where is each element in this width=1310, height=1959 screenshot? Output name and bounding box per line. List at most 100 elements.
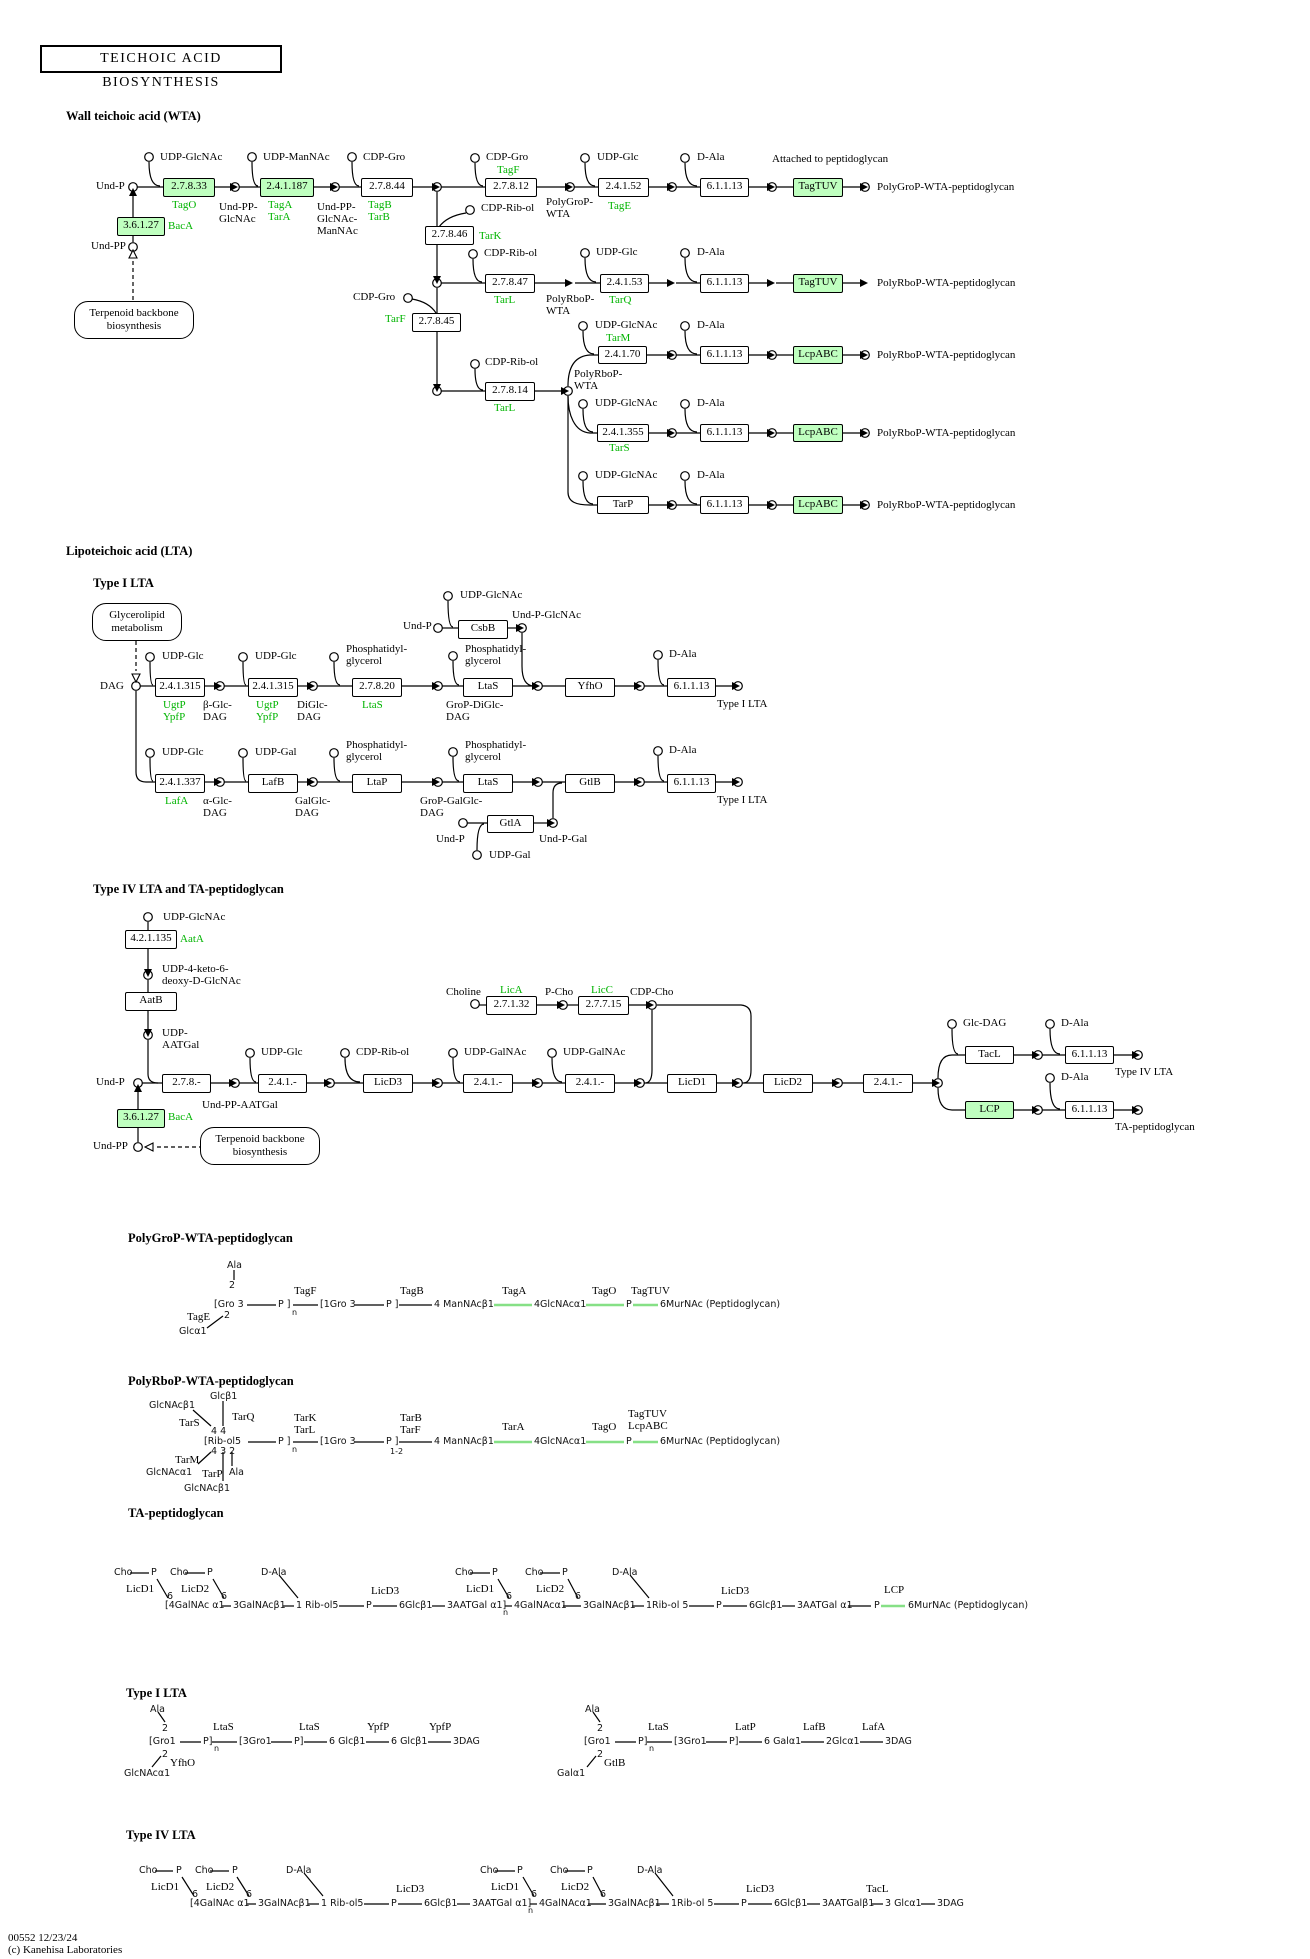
enzyme-box-lcpabc[interactable]: LcpABC bbox=[793, 346, 843, 364]
enzyme-box-2.7.8.[interactable]: 2.7.8.- bbox=[162, 1074, 211, 1093]
enzyme-box-ltap[interactable]: LtaP bbox=[352, 774, 402, 793]
enzyme-box-tacl[interactable]: TacL bbox=[965, 1046, 1014, 1064]
enzyme-box-yfho[interactable]: YfhO bbox=[565, 678, 615, 697]
enzyme-box-2.7.8.20[interactable]: 2.7.8.20 bbox=[352, 678, 402, 697]
compound-node[interactable] bbox=[653, 650, 663, 660]
compound-node[interactable] bbox=[470, 153, 480, 163]
enzyme-box-licd2[interactable]: LicD2 bbox=[763, 1074, 813, 1093]
compound-node[interactable] bbox=[340, 1048, 350, 1058]
enzyme-box-ltas[interactable]: LtaS bbox=[463, 678, 513, 697]
compound-node[interactable] bbox=[680, 399, 690, 409]
enzyme-box-2.7.8.33[interactable]: 2.7.8.33 bbox=[163, 178, 215, 197]
compound-node[interactable] bbox=[547, 1048, 557, 1058]
enzyme-box-2.7.8.14[interactable]: 2.7.8.14 bbox=[485, 382, 535, 401]
enzyme-box-6.1.1.13[interactable]: 6.1.1.13 bbox=[700, 274, 749, 293]
compound-node[interactable] bbox=[470, 359, 480, 369]
enzyme-box-2.4.1.355[interactable]: 2.4.1.355 bbox=[597, 424, 649, 442]
compound-node[interactable] bbox=[144, 152, 154, 162]
enzyme-box-tarp[interactable]: TarP bbox=[597, 496, 649, 514]
enzyme-box-2.4.1.[interactable]: 2.4.1.- bbox=[863, 1074, 913, 1093]
enzyme-box-6.1.1.13[interactable]: 6.1.1.13 bbox=[700, 496, 749, 514]
enzyme-box-2.4.1.[interactable]: 2.4.1.- bbox=[258, 1074, 307, 1093]
enzyme-box-2.7.8.45[interactable]: 2.7.8.45 bbox=[412, 313, 461, 332]
enzyme-box-2.7.1.32[interactable]: 2.7.1.32 bbox=[486, 996, 537, 1015]
enzyme-box-6.1.1.13[interactable]: 6.1.1.13 bbox=[700, 178, 749, 197]
enzyme-box-csbb[interactable]: CsbB bbox=[458, 620, 508, 639]
enzyme-box-2.7.7.15[interactable]: 2.7.7.15 bbox=[578, 996, 629, 1015]
compound-node[interactable] bbox=[238, 652, 248, 662]
enzyme-box-licd3[interactable]: LicD3 bbox=[363, 1074, 413, 1093]
compound-node[interactable] bbox=[247, 152, 257, 162]
compound-node[interactable] bbox=[578, 471, 588, 481]
enzyme-box-lafb[interactable]: LafB bbox=[248, 774, 298, 793]
enzyme-box-2.7.8.46[interactable]: 2.7.8.46 bbox=[425, 226, 474, 245]
compound-node[interactable] bbox=[329, 652, 339, 662]
enzyme-box-6.1.1.13[interactable]: 6.1.1.13 bbox=[667, 774, 716, 793]
compound-node[interactable] bbox=[448, 1048, 458, 1058]
compound-node[interactable] bbox=[403, 293, 413, 303]
enzyme-box-6.1.1.13[interactable]: 6.1.1.13 bbox=[667, 678, 716, 697]
compound-node[interactable] bbox=[145, 652, 155, 662]
compound-node[interactable] bbox=[245, 1048, 255, 1058]
compound-node[interactable] bbox=[680, 153, 690, 163]
compound-node[interactable] bbox=[465, 205, 475, 215]
compound-node[interactable] bbox=[443, 591, 453, 601]
compound-node[interactable] bbox=[145, 748, 155, 758]
enzyme-box-2.4.1.187[interactable]: 2.4.1.187 bbox=[260, 178, 314, 197]
enzyme-box-2.4.1.337[interactable]: 2.4.1.337 bbox=[155, 774, 205, 793]
enzyme-box-tagtuv[interactable]: TagTUV bbox=[793, 178, 843, 197]
enzyme-box-2.7.8.12[interactable]: 2.7.8.12 bbox=[485, 178, 537, 197]
enzyme-box-6.1.1.13[interactable]: 6.1.1.13 bbox=[700, 346, 749, 364]
compound-node[interactable] bbox=[578, 399, 588, 409]
enzyme-box-lcp[interactable]: LCP bbox=[965, 1101, 1014, 1119]
enzyme-box-gtla[interactable]: GtlA bbox=[487, 815, 534, 833]
enzyme-box-4.2.1.135[interactable]: 4.2.1.135 bbox=[125, 930, 177, 949]
compound-node[interactable] bbox=[133, 1142, 143, 1152]
enzyme-box-2.4.1.[interactable]: 2.4.1.- bbox=[565, 1074, 615, 1093]
enzyme-box-lcpabc[interactable]: LcpABC bbox=[793, 496, 843, 514]
pathway-box-terpenoid-backbone-biosynthe[interactable]: Terpenoid backbone biosynthesis bbox=[200, 1127, 320, 1165]
compound-node[interactable] bbox=[448, 747, 458, 757]
enzyme-box-3.6.1.27[interactable]: 3.6.1.27 bbox=[117, 217, 165, 236]
enzyme-box-2.7.8.44[interactable]: 2.7.8.44 bbox=[361, 178, 413, 197]
compound-node[interactable] bbox=[238, 748, 248, 758]
enzyme-box-2.4.1.52[interactable]: 2.4.1.52 bbox=[598, 178, 649, 197]
enzyme-box-2.4.1.315[interactable]: 2.4.1.315 bbox=[155, 678, 205, 697]
compound-node[interactable] bbox=[1045, 1019, 1055, 1029]
enzyme-box-licd1[interactable]: LicD1 bbox=[667, 1074, 717, 1093]
enzyme-box-ltas[interactable]: LtaS bbox=[463, 774, 513, 793]
enzyme-box-6.1.1.13[interactable]: 6.1.1.13 bbox=[1065, 1101, 1114, 1119]
enzyme-box-2.4.1.[interactable]: 2.4.1.- bbox=[463, 1074, 513, 1093]
compound-node[interactable] bbox=[329, 748, 339, 758]
compound-node[interactable] bbox=[433, 623, 443, 633]
enzyme-box-2.4.1.70[interactable]: 2.4.1.70 bbox=[598, 346, 647, 364]
enzyme-box-3.6.1.27[interactable]: 3.6.1.27 bbox=[117, 1109, 165, 1128]
compound-node[interactable] bbox=[580, 153, 590, 163]
compound-node[interactable] bbox=[680, 321, 690, 331]
compound-node[interactable] bbox=[1045, 1073, 1055, 1083]
compound-node[interactable] bbox=[947, 1019, 957, 1029]
enzyme-box-gtlb[interactable]: GtlB bbox=[565, 774, 615, 793]
enzyme-box-2.4.1.53[interactable]: 2.4.1.53 bbox=[600, 274, 649, 293]
compound-node[interactable] bbox=[143, 912, 153, 922]
compound-node[interactable] bbox=[580, 248, 590, 258]
pathway-box-glycerolipid-metabolism[interactable]: Glycerolipid metabolism bbox=[92, 603, 182, 641]
enzyme-box-2.7.8.47[interactable]: 2.7.8.47 bbox=[485, 274, 535, 293]
enzyme-box-lcpabc[interactable]: LcpABC bbox=[793, 424, 843, 442]
enzyme-box-aatb[interactable]: AatB bbox=[125, 992, 177, 1011]
enzyme-box-tagtuv[interactable]: TagTUV bbox=[793, 274, 843, 293]
enzyme-box-6.1.1.13[interactable]: 6.1.1.13 bbox=[700, 424, 749, 442]
enzyme-box-2.4.1.315[interactable]: 2.4.1.315 bbox=[248, 678, 298, 697]
compound-node[interactable] bbox=[578, 321, 588, 331]
compound-node[interactable] bbox=[448, 651, 458, 661]
compound-node[interactable] bbox=[347, 152, 357, 162]
compound-node[interactable] bbox=[680, 471, 690, 481]
compound-node[interactable] bbox=[470, 999, 480, 1009]
compound-node[interactable] bbox=[680, 248, 690, 258]
compound-node[interactable] bbox=[653, 746, 663, 756]
pathway-box-terpenoid-backbone-biosynthe[interactable]: Terpenoid backbone biosynthesis bbox=[74, 301, 194, 339]
compound-node[interactable] bbox=[458, 818, 468, 828]
enzyme-box-6.1.1.13[interactable]: 6.1.1.13 bbox=[1065, 1046, 1114, 1064]
compound-node[interactable] bbox=[472, 850, 482, 860]
compound-node[interactable] bbox=[468, 249, 478, 259]
